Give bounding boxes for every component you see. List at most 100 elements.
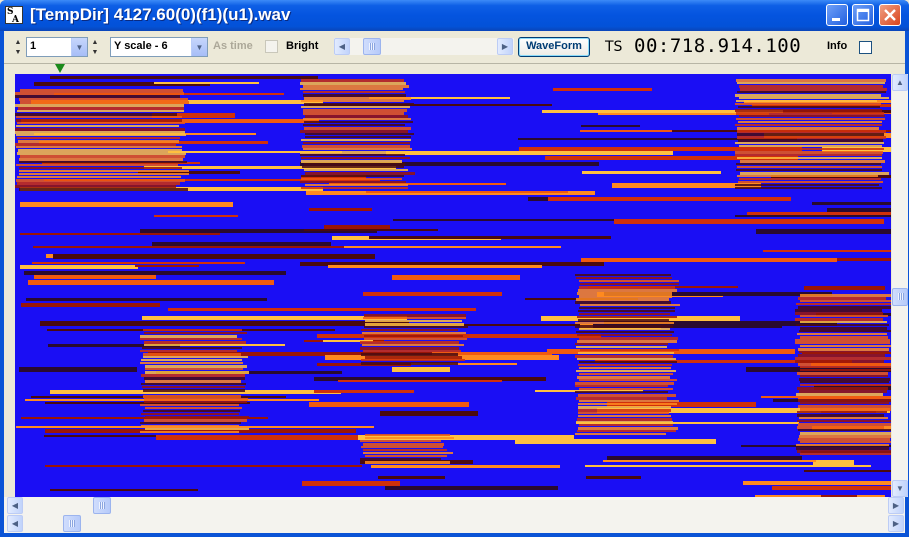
spectrogram-hot-band (578, 412, 669, 414)
spectrogram-hot-band (140, 350, 237, 352)
spectrogram-streak (542, 110, 783, 113)
spectrogram-hot-band (800, 315, 888, 317)
spectrogram-hot-band (799, 390, 887, 393)
channel-select[interactable]: 1 ▼ (26, 37, 88, 57)
down-arrow-icon[interactable]: ▼ (892, 480, 908, 497)
spectrogram-hot-band (16, 146, 182, 148)
close-button[interactable] (879, 4, 901, 26)
spectrogram-streak (798, 396, 891, 401)
spectrogram-hot-band (737, 136, 886, 139)
right-arrow-icon[interactable]: ▶ (497, 38, 513, 55)
spectrogram-hot-band (737, 175, 878, 177)
spin-up-icon[interactable]: ▲ (91, 38, 99, 46)
spectrogram-hot-band (736, 169, 882, 171)
horizontal-scrollbar-secondary-thumb[interactable] (63, 515, 81, 532)
spectrogram-hot-band (19, 170, 189, 172)
as-time-checkbox[interactable] (265, 40, 278, 53)
left-arrow-icon[interactable]: ◀ (334, 38, 350, 55)
spectrogram-hot-band (800, 300, 891, 302)
yscale-spinner[interactable]: ▲ ▼ (90, 37, 100, 57)
horizontal-scrollbar[interactable]: ◀ ▶ (4, 497, 905, 515)
spectrogram-hot-band (19, 188, 188, 191)
spectrogram-hot-band (578, 427, 678, 430)
spectrogram-hot-band (575, 322, 674, 324)
yscale-select[interactable]: Y scale - 6 ▼ (110, 37, 208, 57)
info-label: Info (827, 40, 848, 52)
spectrogram-hot-band (798, 399, 891, 402)
playhead-marker-icon[interactable] (55, 64, 65, 73)
maximize-button[interactable] (852, 4, 874, 26)
spectrogram-hot-band (796, 303, 891, 305)
spectrogram-streak (314, 390, 414, 393)
spectrogram-hot-band (365, 434, 450, 436)
spectrogram-hot-band (796, 447, 889, 450)
spectrogram-hot-band (579, 373, 673, 375)
spectrogram-streak (304, 229, 438, 231)
right-arrow-icon[interactable]: ▶ (888, 515, 904, 532)
chevron-down-icon[interactable]: ▼ (71, 38, 87, 56)
spectrogram-hot-band (739, 178, 881, 180)
chevron-down-icon[interactable]: ▼ (191, 38, 207, 56)
spectrogram-hot-band (361, 359, 465, 361)
spectrogram-hot-band (144, 341, 246, 344)
spectrogram-hot-band (578, 352, 674, 354)
spectrogram-streak (329, 183, 506, 185)
spectrogram-hot-band (575, 325, 673, 328)
spectrogram-hot-band (362, 344, 464, 346)
app-icon[interactable]: S A (5, 6, 23, 25)
spectrogram-hot-band (577, 340, 677, 343)
spectrogram-hot-band (305, 136, 411, 138)
up-arrow-icon[interactable]: ▲ (892, 74, 908, 91)
left-arrow-icon[interactable]: ◀ (7, 515, 23, 532)
spectrogram-hot-band (737, 166, 882, 168)
spectrogram-streak (34, 82, 210, 86)
right-arrow-icon[interactable]: ▶ (888, 497, 904, 514)
spectrogram-hot-band (145, 368, 243, 370)
spectrogram-hot-band (575, 301, 671, 304)
spectrogram-hot-band (575, 355, 673, 358)
spectrogram-streak (585, 465, 871, 467)
spectrogram-hot-band (797, 411, 887, 413)
spin-down-icon[interactable]: ▼ (91, 48, 99, 56)
spectrogram-streak (48, 344, 180, 347)
spectrogram-streak (519, 147, 802, 151)
spin-down-icon[interactable]: ▼ (14, 48, 22, 56)
spectrogram-hot-band (145, 380, 241, 383)
spectrogram-hot-band (795, 312, 883, 315)
title-bar[interactable]: S A [TempDir] 4127.60(0)(f1)(u1).wav (0, 0, 909, 31)
spectrogram-hot-band (143, 389, 245, 392)
spectrogram-streak (821, 495, 857, 497)
spectrogram-hot-band (797, 450, 891, 453)
spectrogram-display[interactable] (15, 74, 891, 497)
spectrogram-hot-band (301, 139, 411, 141)
spectrogram-hot-band (364, 326, 468, 328)
left-arrow-icon[interactable]: ◀ (7, 497, 23, 514)
horizontal-scrollbar-thumb[interactable] (93, 497, 111, 514)
channel-spinner[interactable]: ▲ ▼ (13, 37, 23, 57)
spectrogram-hot-band (576, 370, 676, 372)
horizontal-scrollbar-secondary[interactable]: ◀ ▶ (4, 515, 905, 533)
spectrogram-hot-band (735, 94, 881, 97)
spin-up-icon[interactable]: ▲ (14, 38, 22, 46)
position-ruler[interactable] (4, 62, 905, 74)
spectrogram-streak (140, 229, 377, 233)
waveform-button[interactable]: WaveForm (518, 37, 590, 57)
spectrogram-hot-band (17, 176, 181, 178)
spectrogram-hot-band (144, 401, 247, 403)
spectrogram-streak (142, 316, 407, 320)
toolbar-slider-thumb[interactable] (363, 38, 381, 55)
spectrogram-hot-band (140, 431, 239, 433)
as-time-label: As time (213, 40, 253, 52)
vertical-scrollbar-thumb[interactable] (892, 288, 908, 306)
toolbar-slider[interactable]: ◀ ▶ (334, 38, 514, 55)
spectrogram-hot-band (301, 157, 410, 159)
spectrogram-hot-band (361, 353, 458, 356)
info-checkbox[interactable] (859, 41, 872, 54)
spectrogram-streak (547, 349, 795, 354)
spectrogram-hot-band (303, 91, 405, 93)
spectrogram-streak (21, 417, 268, 419)
spectrogram-hot-band (301, 106, 410, 108)
vertical-scrollbar[interactable]: ▲ ▼ (892, 74, 908, 497)
minimize-button[interactable] (826, 4, 848, 26)
spectrogram-hot-band (140, 404, 239, 406)
